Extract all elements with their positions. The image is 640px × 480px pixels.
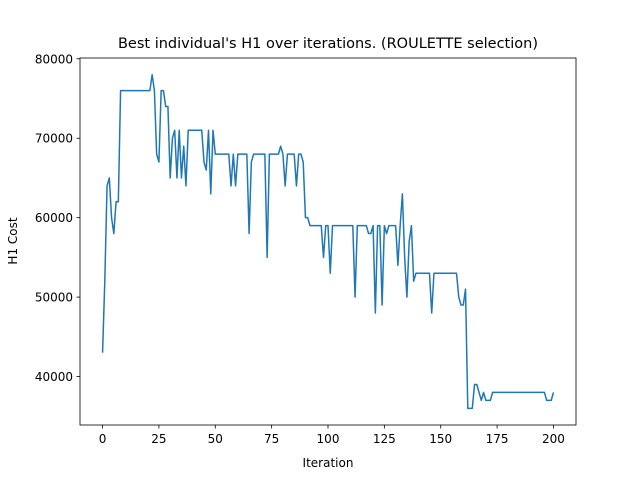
x-tick-label: 50 [208,432,223,446]
x-tick-label: 200 [542,432,565,446]
plot-frame [79,57,577,426]
y-tick-label: 70000 [35,132,73,146]
x-tick-label: 175 [486,432,509,446]
x-axis-label: Iteration [303,456,354,470]
x-tick-label: 25 [151,432,166,446]
chart-title: Best individual's H1 over iterations. (R… [118,36,538,52]
y-tick-label: 60000 [35,211,73,225]
x-tick-label: 0 [99,432,107,446]
y-tick-label: 50000 [35,291,73,305]
data-line [101,73,555,410]
x-tick-label: 125 [373,432,396,446]
y-tick-label: 40000 [35,370,73,384]
y-tick-label: 80000 [35,52,73,66]
y-axis-label: H1 Cost [6,217,20,264]
x-tick-label: 150 [429,432,452,446]
x-tick-label: 75 [264,432,279,446]
x-tick-label: 100 [317,432,340,446]
